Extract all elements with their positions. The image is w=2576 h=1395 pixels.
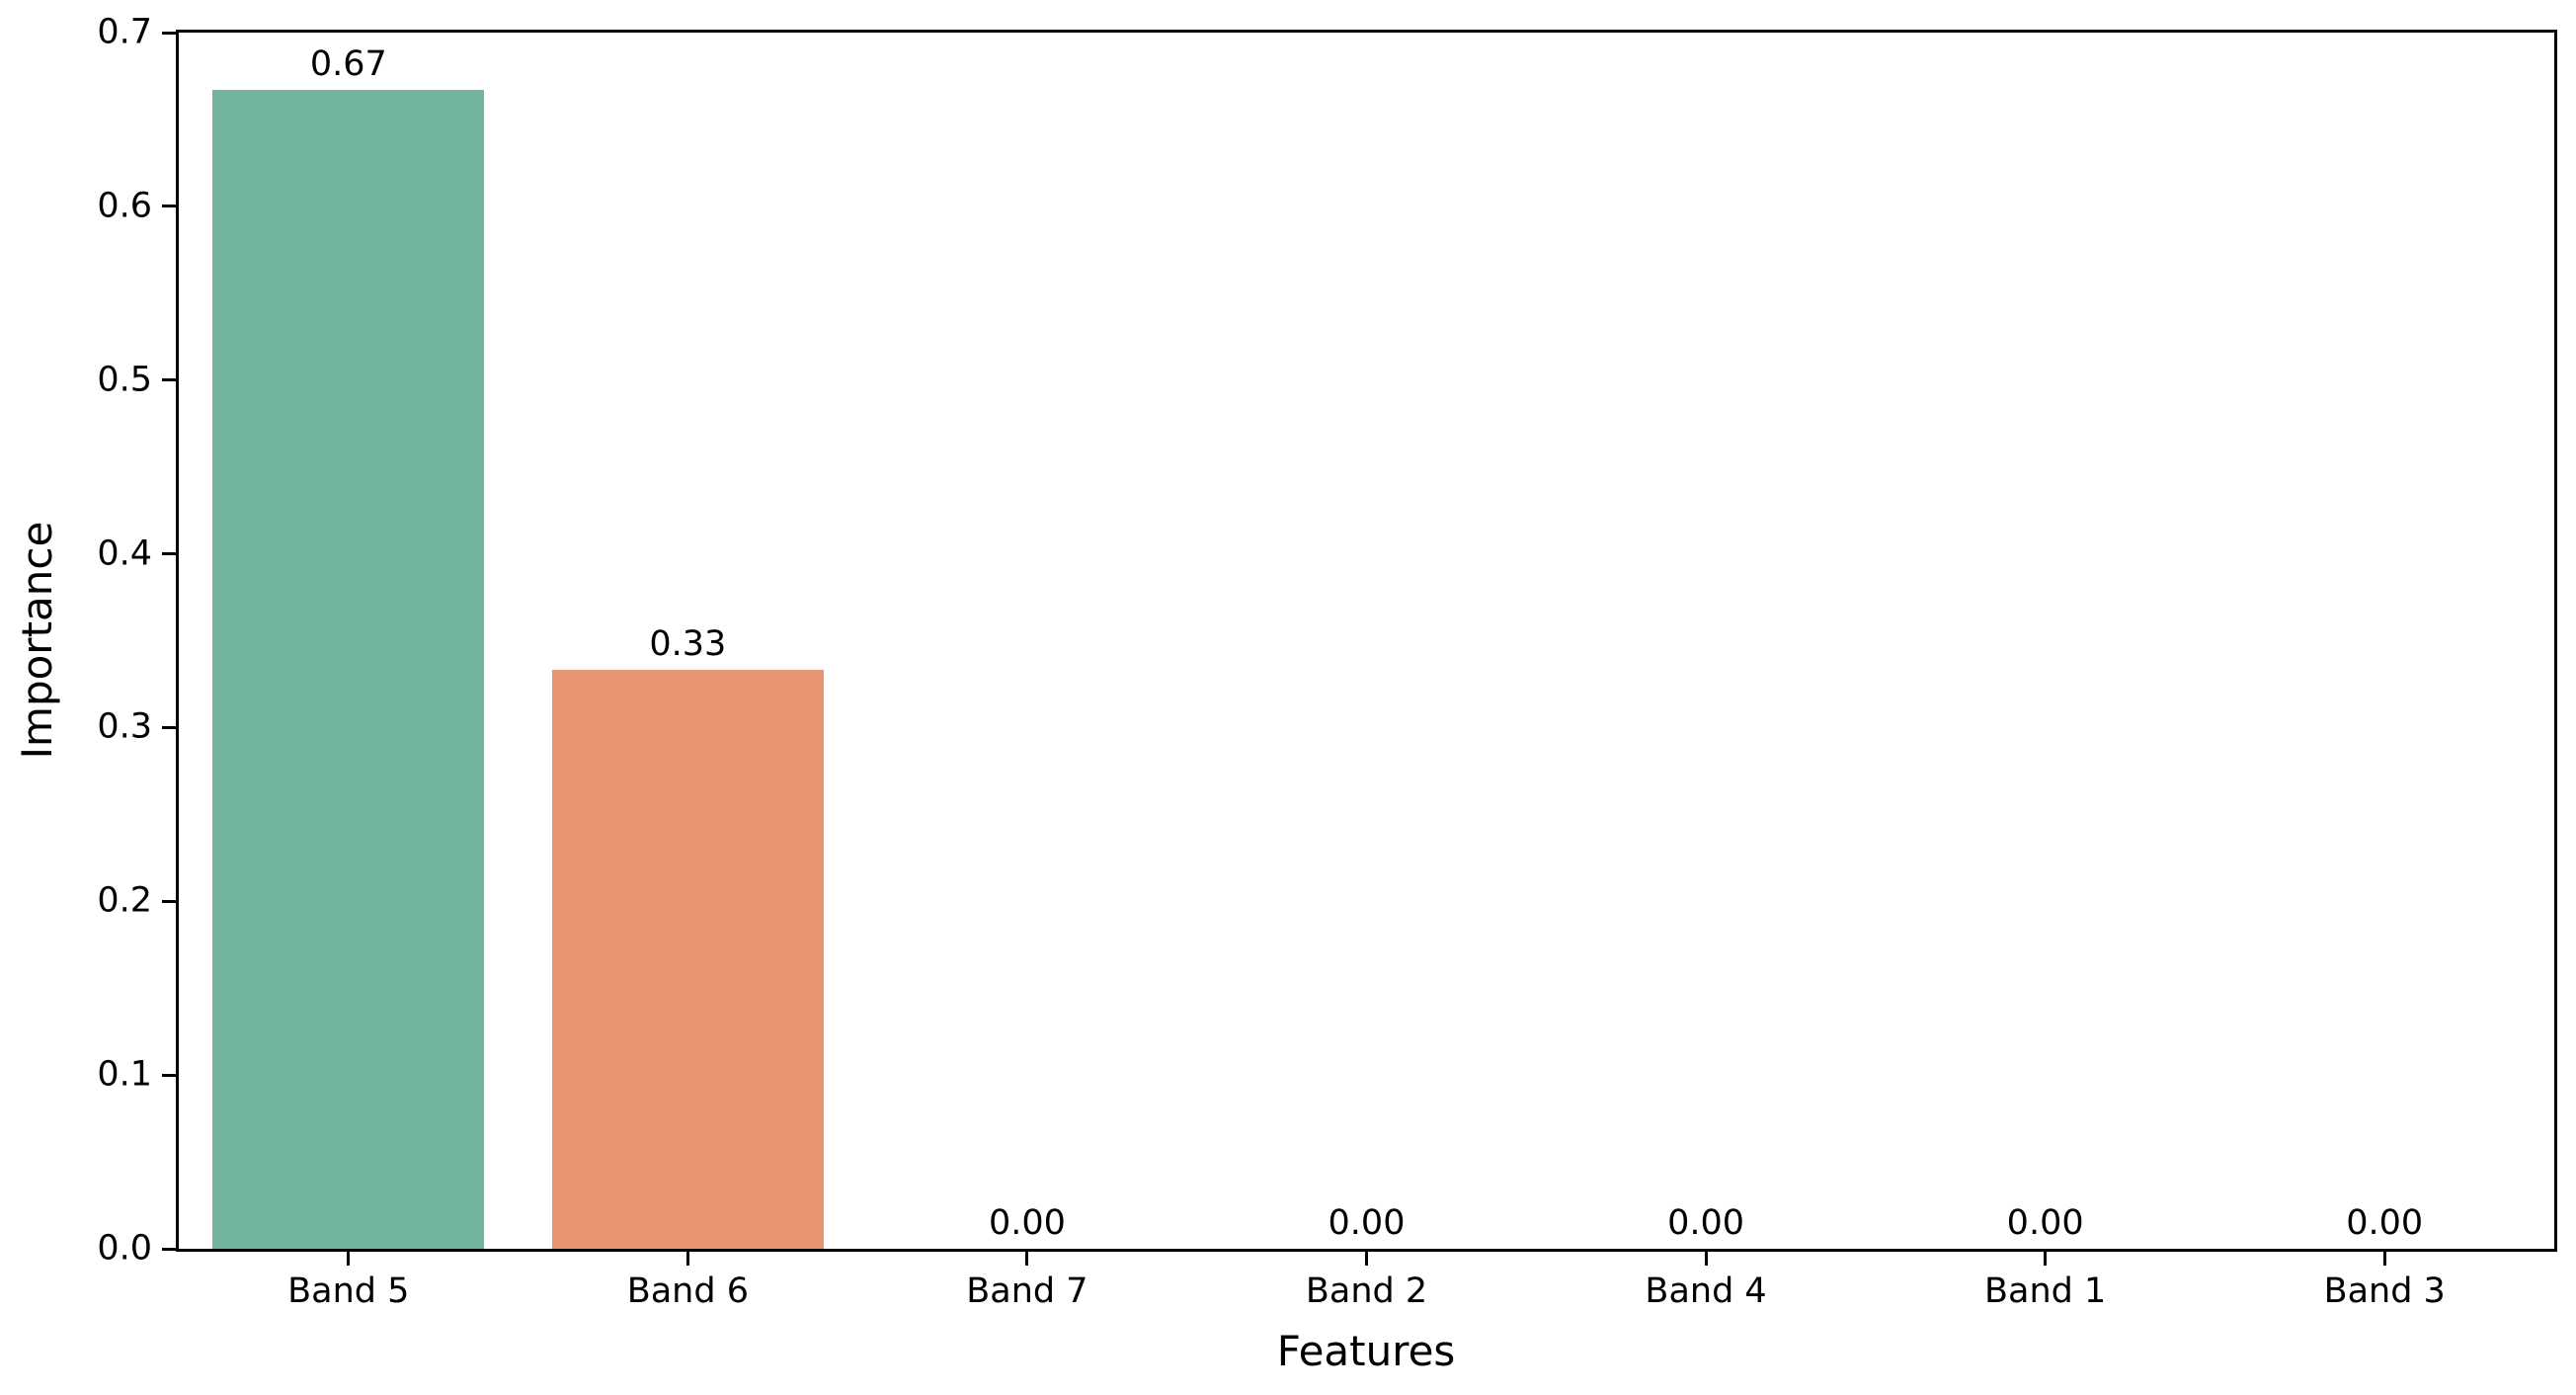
y-tick-mark	[162, 899, 176, 903]
bar-value-label: 0.00	[988, 1203, 1066, 1243]
y-tick-label: 0.4	[97, 533, 152, 574]
y-tick-label: 0.5	[97, 360, 152, 400]
x-tick-mark	[1704, 1252, 1708, 1266]
bar-value-label: 0.00	[1667, 1203, 1745, 1243]
y-tick-label: 0.6	[97, 186, 152, 226]
plot-area: 0.67 0.33 0.00 0.00 0.00 0.00 0.00 0.0 0.1 0.2 0.…	[97, 15, 2557, 1309]
y-tick-mark	[162, 1247, 176, 1251]
x-tick-mark	[347, 1252, 351, 1266]
x-tick-mark	[2382, 1252, 2386, 1266]
y-tick-mark	[162, 552, 176, 556]
y-tick-label: 0.0	[97, 1228, 152, 1269]
bar-value-label: 0.00	[1328, 1203, 1406, 1243]
x-tick-label-band-4: Band 4	[1645, 1272, 1767, 1311]
bar-value-label: 0.33	[649, 624, 727, 665]
x-tick-label-band-1: Band 1	[1984, 1272, 2107, 1311]
y-tick-mark	[162, 1073, 176, 1077]
x-axis-title: Features	[1276, 1327, 1456, 1375]
y-tick-mark	[162, 205, 176, 208]
x-tick-label-band-2: Band 2	[1305, 1272, 1428, 1311]
x-tick-label-band-5: Band 5	[287, 1272, 410, 1311]
x-tick-label-band-6: Band 6	[626, 1272, 749, 1311]
bar-value-label: 0.67	[309, 44, 387, 85]
y-tick-mark	[162, 378, 176, 382]
x-tick-label-band-3: Band 3	[2323, 1272, 2446, 1311]
y-tick-mark	[162, 31, 176, 35]
x-tick-mark	[2044, 1252, 2048, 1266]
y-tick-label: 0.1	[97, 1054, 152, 1095]
x-tick-mark	[1025, 1252, 1029, 1266]
y-tick-label: 0.2	[97, 880, 152, 921]
bar-band-6	[551, 670, 824, 1249]
x-tick-label-band-7: Band 7	[966, 1272, 1088, 1311]
bar-band-5	[212, 90, 485, 1249]
y-tick-label: 0.7	[97, 12, 152, 52]
y-tick-label: 0.3	[97, 706, 152, 747]
y-axis-title: Importance	[13, 521, 61, 760]
y-tick-mark	[162, 725, 176, 729]
bar-value-label: 0.00	[2346, 1203, 2424, 1243]
x-tick-mark	[1365, 1252, 1368, 1266]
x-tick-mark	[685, 1252, 689, 1266]
bar-value-label: 0.00	[2006, 1203, 2084, 1243]
